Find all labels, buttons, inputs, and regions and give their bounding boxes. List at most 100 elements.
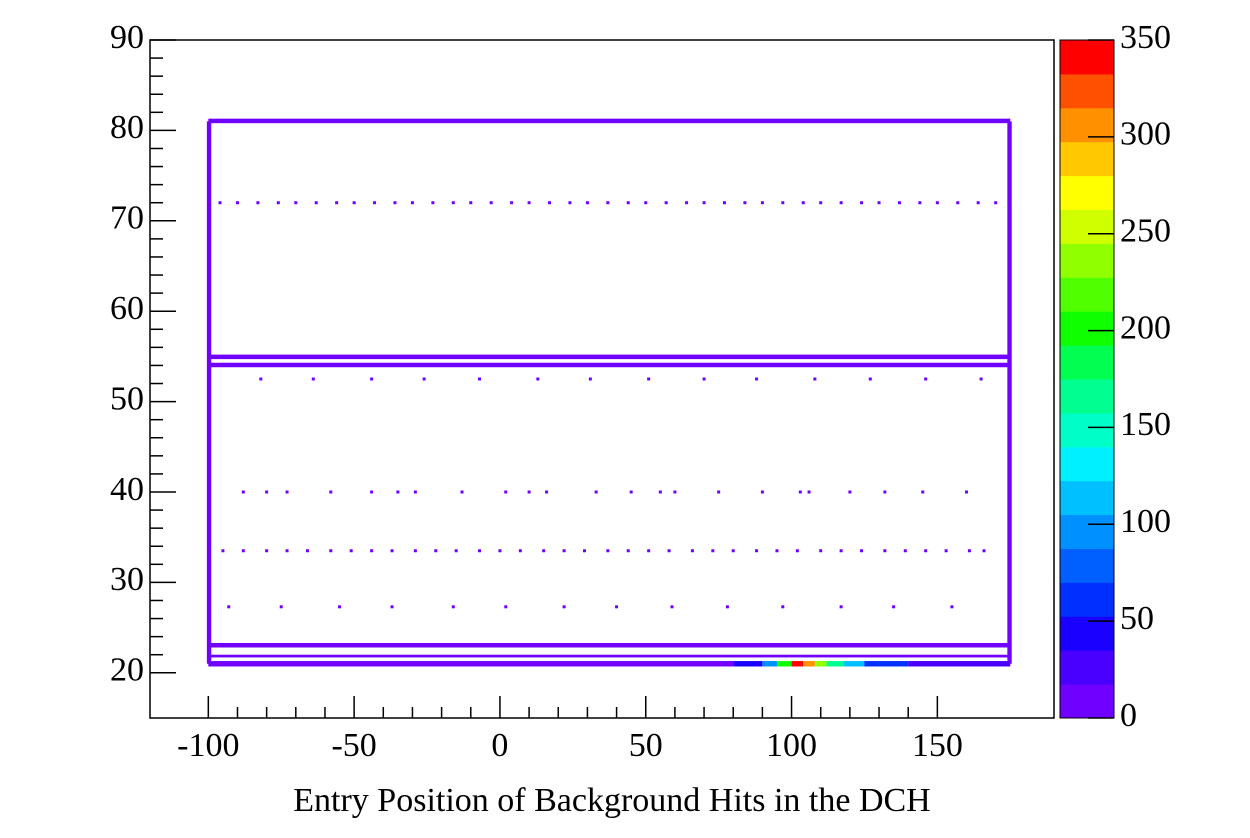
hit-bin bbox=[285, 549, 289, 553]
hit-bin bbox=[594, 490, 598, 494]
hit-bin bbox=[478, 549, 482, 553]
hit-bin bbox=[626, 549, 630, 553]
hit-bin bbox=[606, 549, 610, 553]
y-tick-label: 50 bbox=[110, 380, 144, 417]
color-band bbox=[1060, 209, 1114, 244]
hit-bin bbox=[944, 549, 948, 553]
hit-bin bbox=[658, 490, 662, 494]
hit-bin bbox=[717, 490, 721, 494]
hit-bin bbox=[227, 605, 231, 609]
hit-bin bbox=[208, 362, 1011, 368]
hit-bin bbox=[743, 201, 747, 205]
hit-bin bbox=[702, 201, 706, 205]
hit-bin bbox=[722, 201, 726, 205]
hit-bin bbox=[883, 549, 887, 553]
hit-bin bbox=[903, 549, 907, 553]
hit-bin bbox=[791, 661, 804, 667]
hit-bin bbox=[935, 201, 939, 205]
hit-bin bbox=[329, 549, 333, 553]
color-band bbox=[1060, 684, 1114, 719]
hit-bin bbox=[801, 201, 805, 205]
hit-bin bbox=[208, 118, 1011, 124]
hit-bin bbox=[208, 354, 1011, 360]
hit-bin bbox=[762, 661, 777, 667]
color-band bbox=[1060, 446, 1114, 482]
hit-bin bbox=[469, 201, 473, 205]
y-tick-label: 90 bbox=[110, 19, 144, 56]
hit-bin bbox=[647, 549, 651, 553]
x-tick-label: 150 bbox=[912, 727, 963, 764]
hit-bin bbox=[311, 377, 315, 381]
y-tick-label: 30 bbox=[110, 561, 144, 598]
z-tick-label: 50 bbox=[1120, 600, 1154, 637]
color-band bbox=[1060, 311, 1114, 346]
color-band bbox=[1060, 616, 1114, 651]
hit-bin bbox=[510, 201, 514, 205]
hit-bin bbox=[711, 549, 715, 553]
hit-bin bbox=[629, 490, 633, 494]
color-bar-frame bbox=[1059, 39, 1115, 719]
hit-bin bbox=[390, 549, 394, 553]
hit-bin bbox=[979, 377, 983, 381]
hit-bin bbox=[338, 605, 342, 609]
hit-bin bbox=[760, 490, 764, 494]
hit-bin bbox=[892, 605, 896, 609]
color-band bbox=[1060, 345, 1114, 380]
hit-bin bbox=[208, 661, 734, 667]
hit-bin bbox=[393, 201, 397, 205]
hit-bin bbox=[670, 605, 674, 609]
hit-bin bbox=[451, 201, 455, 205]
color-band bbox=[1060, 277, 1114, 312]
hit-bin bbox=[982, 549, 986, 553]
hit-bin bbox=[329, 490, 333, 494]
hit-bin bbox=[690, 549, 694, 553]
hit-bin bbox=[924, 549, 928, 553]
hit-bin bbox=[839, 549, 843, 553]
hit-bin bbox=[460, 490, 464, 494]
x-axis-label: Entry Position of Background Hits in the… bbox=[293, 782, 930, 819]
hit-bin bbox=[585, 201, 589, 205]
y-tick-label: 80 bbox=[110, 109, 144, 146]
z-tick-label: 100 bbox=[1120, 503, 1171, 540]
hit-bin bbox=[396, 490, 400, 494]
hit-bin bbox=[504, 490, 508, 494]
hit-bin bbox=[826, 661, 845, 667]
hit-bin bbox=[431, 201, 435, 205]
hit-bin bbox=[413, 490, 417, 494]
x-tick-label: 100 bbox=[766, 727, 817, 764]
hit-bin bbox=[370, 490, 374, 494]
hit-bin bbox=[994, 201, 998, 205]
hit-bin bbox=[335, 201, 339, 205]
hit-bin bbox=[349, 549, 353, 553]
hit-bin bbox=[588, 377, 592, 381]
hit-bin bbox=[294, 201, 298, 205]
z-tick-label: 200 bbox=[1120, 309, 1171, 346]
hit-bin bbox=[775, 549, 779, 553]
hit-bin bbox=[410, 201, 414, 205]
hit-bin bbox=[755, 377, 759, 381]
plot-frame bbox=[149, 39, 1055, 719]
hit-bin bbox=[615, 605, 619, 609]
z-tick-label: 350 bbox=[1120, 19, 1171, 56]
hit-bin bbox=[279, 605, 283, 609]
y-tick-label: 20 bbox=[110, 652, 144, 689]
hit-bin bbox=[434, 549, 438, 553]
y-tick-label: 60 bbox=[110, 290, 144, 327]
hit-bin bbox=[864, 661, 909, 667]
hit-bin bbox=[819, 201, 823, 205]
hit-bin bbox=[256, 201, 260, 205]
hit-bin bbox=[536, 377, 540, 381]
hit-bin bbox=[241, 490, 245, 494]
hit-bin bbox=[956, 201, 960, 205]
hit-bin bbox=[390, 605, 394, 609]
hit-bin bbox=[583, 549, 587, 553]
hit-bin bbox=[352, 201, 356, 205]
x-tick-label: 50 bbox=[629, 727, 663, 764]
hit-bin bbox=[844, 661, 865, 667]
hit-bin bbox=[781, 201, 785, 205]
hit-bin bbox=[798, 490, 802, 494]
hit-bin bbox=[813, 377, 817, 381]
hit-bin bbox=[839, 201, 843, 205]
hit-bin bbox=[545, 490, 549, 494]
